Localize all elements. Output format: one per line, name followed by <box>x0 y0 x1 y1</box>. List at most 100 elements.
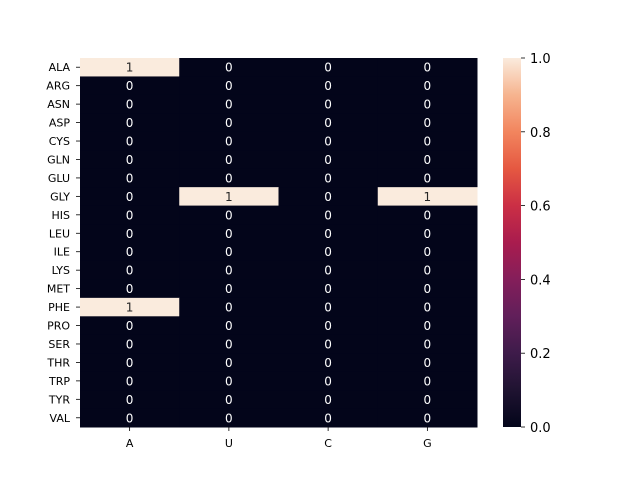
heatmap-cell <box>278 150 379 170</box>
cell-value-label: 0 <box>424 319 432 333</box>
cell-value-label: 0 <box>324 153 332 167</box>
cell-value-label: 1 <box>126 61 134 75</box>
cell-value-label: 0 <box>126 227 134 241</box>
cell-value-label: 0 <box>424 153 432 167</box>
cell-value-label: 0 <box>424 135 432 149</box>
cell-value-label: 0 <box>324 264 332 278</box>
heatmap-cell <box>377 371 478 391</box>
cell-value-label: 0 <box>424 374 432 388</box>
heatmap-cell <box>80 187 180 207</box>
y-tick-label: PRO <box>47 320 70 333</box>
heatmap-cell <box>278 113 379 133</box>
heatmap-cell <box>278 168 379 188</box>
heatmap-cell <box>80 371 180 391</box>
heatmap-cell <box>80 408 180 428</box>
heatmap-cell <box>377 94 478 114</box>
cell-value-label: 0 <box>324 319 332 333</box>
cell-annotations: 1 0 0 0 0 0 0 0 0 0 0 0 0 0 0 0 0 0 0 0 0 0 0 0 0 0 0 0 0 1 0 1 0 0 0 0 0 0 0 0… <box>126 61 431 426</box>
heatmap-cell <box>377 279 478 299</box>
cell-value-label: 0 <box>225 264 233 278</box>
y-tick-label: MET <box>47 283 70 296</box>
heatmap-cell <box>179 279 279 299</box>
colorbar-tick-label: 0.8 <box>530 126 551 141</box>
cell-value-label: 0 <box>225 153 233 167</box>
y-tick-label: ILE <box>54 246 70 259</box>
cell-value-label: 0 <box>324 190 332 204</box>
colorbar: 0.0 0.2 0.4 0.6 0.8 1.0 <box>503 52 551 436</box>
y-tick-label: CYS <box>49 135 70 148</box>
heatmap-cell <box>278 205 379 225</box>
cell-value-label: 0 <box>225 411 233 425</box>
cell-value-label: 0 <box>126 319 134 333</box>
heatmap-cell <box>377 76 478 96</box>
cell-value-label: 0 <box>324 374 332 388</box>
cell-value-label: 0 <box>424 282 432 296</box>
cell-value-label: 0 <box>126 171 134 185</box>
colorbar-tick-label: 1.0 <box>530 52 551 67</box>
cell-value-label: 1 <box>126 301 134 315</box>
heatmap-cell <box>278 390 379 410</box>
cell-value-label: 0 <box>324 79 332 93</box>
cell-value-label: 0 <box>225 245 233 259</box>
cell-value-label: 0 <box>126 208 134 222</box>
heatmap-cell <box>80 131 180 151</box>
heatmap-cell <box>278 408 379 428</box>
heatmap-cell <box>80 150 180 170</box>
heatmap-cell <box>179 242 279 262</box>
y-axis: ALA ARG ASN ASP CYS GLN GLU GLY HIS LEU ILE LYS MET P… <box>46 61 80 425</box>
cell-value-label: 0 <box>324 301 332 315</box>
cell-value-label: 0 <box>225 227 233 241</box>
heatmap-cell <box>179 150 279 170</box>
cell-value-label: 0 <box>324 98 332 112</box>
cell-value-label: 0 <box>324 208 332 222</box>
heatmap-cell <box>80 205 180 225</box>
y-tick-label: GLY <box>50 190 70 203</box>
cell-value-label: 0 <box>225 301 233 315</box>
y-tick-label: TYR <box>48 393 70 406</box>
heatmap-cell <box>80 76 180 96</box>
heatmap-cell <box>179 224 279 243</box>
cell-value-label: 0 <box>324 337 332 351</box>
cell-value-label: 0 <box>424 227 432 241</box>
cell-value-label: 0 <box>424 171 432 185</box>
y-tick-label: SER <box>48 338 70 351</box>
cell-value-label: 0 <box>225 98 233 112</box>
heatmap-cell <box>80 297 180 317</box>
heatmap-cell <box>278 371 379 391</box>
cell-value-label: 0 <box>126 282 134 296</box>
cell-value-label: 0 <box>424 337 432 351</box>
cell-value-label: 0 <box>324 135 332 149</box>
colorbar-tick-label: 0.4 <box>530 273 551 288</box>
heatmap-cell <box>278 224 379 243</box>
cell-value-label: 0 <box>126 374 134 388</box>
cell-value-label: 0 <box>324 282 332 296</box>
cell-value-label: 0 <box>126 245 134 259</box>
cell-value-label: 0 <box>424 98 432 112</box>
cell-value-label: 1 <box>225 190 233 204</box>
cell-value-label: 0 <box>324 171 332 185</box>
y-tick-label: GLN <box>47 153 70 166</box>
colorbar-gradient <box>503 58 521 427</box>
heatmap-cell <box>80 242 180 262</box>
y-tick-label: VAL <box>50 412 71 425</box>
heatmap-cell <box>278 187 379 207</box>
cell-value-label: 0 <box>424 245 432 259</box>
heatmap-cell <box>278 58 379 77</box>
cell-value-label: 0 <box>126 264 134 278</box>
heatmap-cell <box>278 353 379 373</box>
heatmap-cell <box>179 168 279 188</box>
heatmap-cell <box>179 371 279 391</box>
cell-value-label: 0 <box>225 356 233 370</box>
cell-value-label: 0 <box>324 411 332 425</box>
heatmap-cell <box>179 334 279 354</box>
heatmap-cell <box>80 168 180 188</box>
x-tick-label: U <box>225 437 233 450</box>
cell-value-label: 1 <box>424 190 432 204</box>
heatmap-cell <box>377 131 478 151</box>
heatmap-cell <box>179 94 279 114</box>
heatmap-cell <box>377 113 478 133</box>
y-tick-label: HIS <box>52 209 71 222</box>
cell-value-label: 0 <box>126 153 134 167</box>
heatmap-cell <box>278 94 379 114</box>
